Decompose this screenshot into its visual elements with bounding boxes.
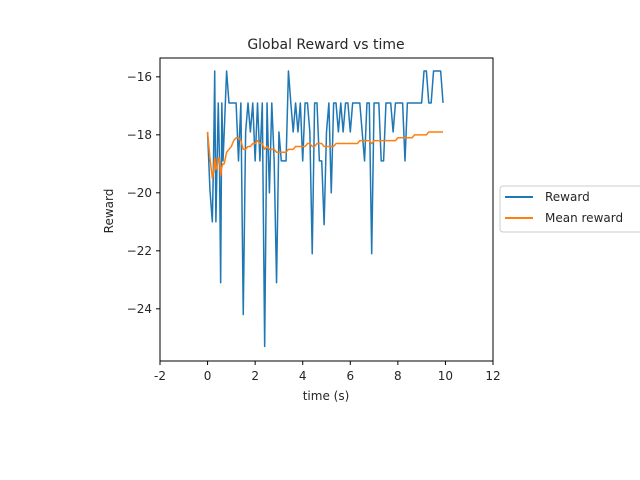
y-tick-label: −24 — [127, 302, 152, 316]
y-tick-label: −18 — [127, 128, 152, 142]
axes: -2 0 2 4 6 8 10 12 −24 −22 −20 −18 −16 — [127, 57, 501, 383]
x-tick-label: 10 — [438, 369, 453, 383]
x-tick-label: 0 — [204, 369, 212, 383]
x-tick-label: 6 — [346, 369, 354, 383]
plot-area — [206, 70, 444, 348]
legend-label-reward: Reward — [545, 190, 590, 204]
y-tick-label: −16 — [127, 70, 152, 84]
chart-title: Global Reward vs time — [247, 37, 404, 53]
x-tick-label: 12 — [485, 369, 500, 383]
y-axis-title: Reward — [102, 189, 116, 234]
x-tick-label: 8 — [394, 369, 402, 383]
series-line-mean-reward — [206, 131, 444, 180]
x-tick-label: 2 — [251, 369, 259, 383]
axes-frame — [159, 57, 494, 362]
y-tick-label: −22 — [127, 244, 152, 258]
y-tick-label: −20 — [127, 186, 152, 200]
legend-label-mean-reward: Mean reward — [545, 211, 623, 225]
x-axis-title: time (s) — [303, 389, 350, 403]
legend-box — [499, 185, 640, 233]
series-line-reward — [206, 70, 444, 348]
x-tick-label: 4 — [299, 369, 307, 383]
x-tick-label: -2 — [154, 369, 166, 383]
legend: Reward Mean reward — [499, 185, 640, 233]
